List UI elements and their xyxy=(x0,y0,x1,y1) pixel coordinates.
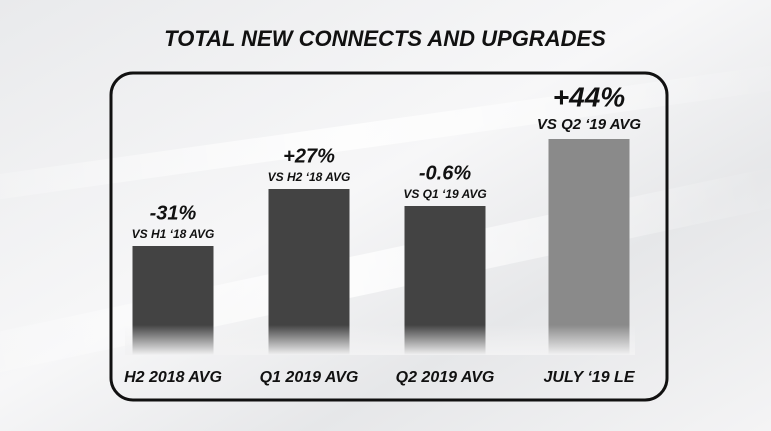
change-label: -31% xyxy=(150,202,197,224)
comparison-label: VS Q2 ‘19 AVG xyxy=(537,116,642,133)
x-tick-label: Q1 2019 AVG xyxy=(260,369,359,386)
comparison-label: VS H2 ‘18 AVG xyxy=(268,170,351,184)
change-label: +44% xyxy=(553,81,625,112)
x-tick-label: H2 2018 AVG xyxy=(124,369,222,386)
light-streak xyxy=(0,62,771,213)
frame xyxy=(109,71,669,402)
labels: -31% VS H1 ‘18 AVG H2 2018 AVG +27% VS H2 ‘1… xyxy=(124,81,641,386)
chart-title: TOTAL NEW CONNECTS AND UPGRADES xyxy=(164,26,606,51)
change-label: +27% xyxy=(283,145,335,167)
bar xyxy=(548,139,630,355)
bar-fade xyxy=(125,325,635,355)
x-tick-label: Q2 2019 AVG xyxy=(396,369,495,386)
comparison-label: VS Q1 ‘19 AVG xyxy=(403,187,486,201)
x-tick-label: JULY ‘19 LE xyxy=(544,369,636,386)
change-label: -0.6% xyxy=(419,162,471,184)
comparison-label: VS H1 ‘18 AVG xyxy=(132,227,215,241)
